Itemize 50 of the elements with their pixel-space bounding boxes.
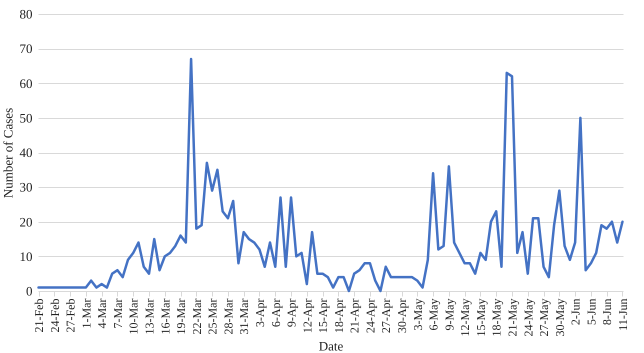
x-tick-label: 6-May: [426, 298, 441, 330]
y-tick-label: 50: [20, 110, 32, 126]
x-tick-label: 15-May: [474, 298, 488, 336]
x-tick-label: 21-Feb: [32, 298, 46, 332]
y-tick-label: 80: [20, 6, 32, 22]
x-tick-label: 10-Mar: [126, 298, 141, 334]
x-tick-label: 24-May: [521, 298, 536, 336]
y-tick-label: 60: [20, 76, 32, 91]
x-tick-label: 27-Feb: [64, 298, 78, 332]
x-tick-label: 25-Mar: [206, 298, 220, 334]
x-tick-label: 24-Apr: [363, 298, 378, 334]
x-tick-label: 16-Mar: [158, 298, 172, 334]
x-tick-label: 22-Mar: [190, 298, 204, 334]
y-tick-label: 70: [20, 41, 32, 56]
y-tick-label: 0: [26, 284, 32, 298]
x-tick-label: 12-May: [458, 298, 472, 336]
x-tick-label: 15-Apr: [316, 298, 330, 334]
x-tick-label: 31-Mar: [237, 298, 252, 334]
x-tick-label: 6-Apr: [268, 298, 283, 328]
x-tick-label: 30-Apr: [395, 298, 410, 334]
x-tick-label: 21-May: [505, 298, 520, 336]
x-tick-label: 28-Mar: [221, 298, 236, 334]
x-tick-label: 5-Jun: [584, 298, 598, 326]
x-tick-label: 27-Apr: [379, 298, 394, 334]
x-tick-label: 13-Mar: [142, 298, 157, 334]
y-axis-title: Number of Cases: [0, 108, 16, 198]
y-tick-label: 30: [20, 180, 32, 195]
x-tick-label: 19-Mar: [174, 298, 188, 334]
x-tick-label: 8-Jun: [600, 298, 614, 326]
line-series: [37, 58, 624, 292]
y-tick-label: 40: [20, 145, 32, 160]
x-tick-label: 12-Apr: [300, 298, 314, 334]
x-tick-label: 9-May: [442, 298, 456, 330]
x-tick-label: 7-Mar: [110, 298, 125, 328]
y-tick-label: 20: [20, 214, 32, 230]
x-tick-label: 3-May: [410, 298, 425, 330]
x-tick-label: 21-Apr: [348, 298, 362, 334]
x-tick-label: 30-May: [552, 298, 567, 336]
x-tick-label: 24-Feb: [48, 298, 62, 332]
x-tick-label: 3-Apr: [252, 298, 267, 328]
x-tick-label: 4-Mar: [95, 298, 110, 328]
x-tick-label: 27-May: [537, 298, 552, 336]
y-tick-label: 10: [20, 248, 32, 264]
x-tick-label: 2-Jun: [568, 298, 583, 326]
x-tick-label: 18-May: [490, 298, 504, 336]
x-tick-label: 1-Mar: [79, 298, 94, 328]
x-tick-label: 9-Apr: [284, 298, 299, 328]
x-axis-title: Date: [318, 338, 344, 353]
x-tick-label: 11-Jun: [616, 298, 630, 331]
x-tick-label: 18-Apr: [332, 298, 346, 334]
